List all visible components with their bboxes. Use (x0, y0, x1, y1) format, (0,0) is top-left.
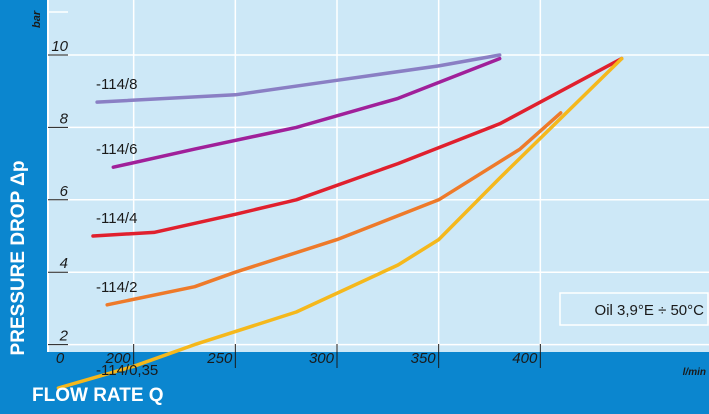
series-line (111, 56, 502, 169)
series-label: -114/0,35 (96, 362, 158, 379)
series-label: -114/4 (96, 210, 137, 227)
x-unit-label: l/min (683, 367, 706, 378)
x-tick-label: 400 (512, 350, 538, 367)
y-tick-label: 6 (60, 183, 69, 200)
x-tick-label: 0 (56, 350, 65, 367)
x-tick-label: 200 (105, 350, 132, 367)
x-tick-label: 250 (206, 350, 233, 367)
annotation-text: Oil 3,9°E ÷ 50°C (595, 302, 705, 319)
series-line (105, 111, 563, 307)
x-tick-label: 300 (309, 350, 335, 367)
y-unit-label: bar (31, 10, 43, 28)
series-line (56, 56, 624, 390)
series-line (95, 53, 502, 104)
x-axis-title: FLOW RATE Q (32, 385, 164, 406)
series-line (91, 56, 624, 238)
x-tick-label: 350 (411, 350, 437, 367)
series-label: -114/6 (96, 141, 137, 158)
y-tick-label: 2 (59, 328, 69, 345)
series-label: -114/2 (96, 279, 137, 296)
y-axis-title: PRESSURE DROP Δp (8, 161, 29, 356)
annotation-box (559, 292, 709, 326)
y-tick-label: 8 (60, 110, 69, 127)
y-tick-label: 10 (51, 38, 68, 55)
series-label: -114/8 (96, 76, 137, 93)
y-tick-label: 4 (60, 255, 68, 272)
